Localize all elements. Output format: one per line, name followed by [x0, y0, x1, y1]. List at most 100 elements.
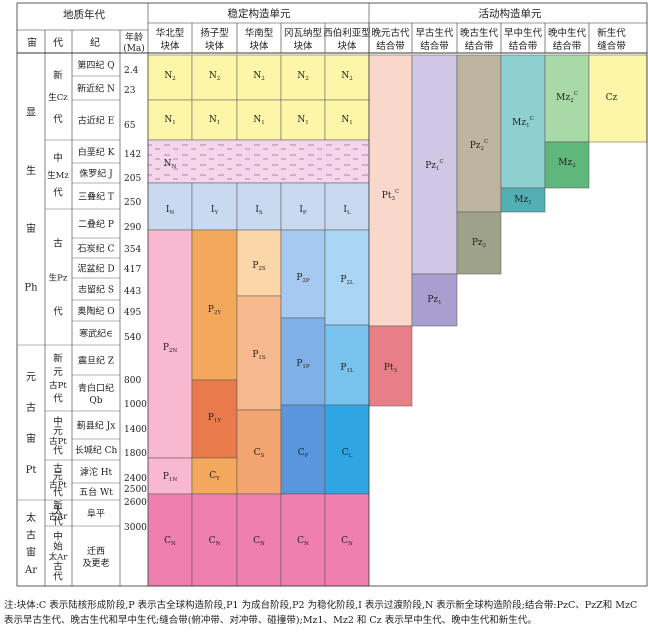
belt-header-line1: 早中生代 — [504, 27, 543, 39]
age-label: 495 — [124, 308, 141, 318]
belt-fill-mz2 — [544, 141, 590, 189]
belt-fill-pz1 — [411, 273, 458, 327]
era-label: 太 — [53, 505, 63, 517]
unit-label-sub: 1 — [436, 166, 440, 172]
era-label: 新 — [53, 69, 63, 81]
eon-label: 古 — [26, 528, 36, 541]
unit-label: P2S — [252, 261, 266, 272]
period-label: 泥盆纪 D — [77, 263, 114, 275]
unit-label-sub: 1N — [169, 477, 177, 483]
unit-label: N2 — [297, 71, 308, 82]
age-label: 800 — [124, 376, 141, 386]
age-label: 2.4 — [124, 66, 139, 76]
unit-label-sub: P — [303, 210, 307, 216]
period-label: 二叠纪 P — [78, 218, 114, 230]
unit-label-sub: 2 — [349, 76, 353, 82]
belt-fill-cz — [588, 54, 648, 143]
unit-label: IY — [211, 205, 219, 216]
unit-label-sub: 1 — [438, 300, 442, 306]
unit-label: P2Y — [208, 305, 222, 316]
unit-label: Pt3C — [382, 189, 399, 202]
geologic-time-column: 显生宙Ph元古宙Pt太古宙Ar新生Cz代中生Mz代古生Pz代新元古Pt代中元古P… — [24, 59, 147, 583]
belt-header-line2: 缝合带 — [597, 40, 626, 52]
age-label: 290 — [124, 223, 141, 233]
belt-header-line2: 结合带 — [509, 40, 538, 52]
age-unit-header: (Ma) — [123, 43, 145, 54]
era-label: 代 — [53, 572, 63, 583]
belt-fill-mz1 — [500, 187, 546, 213]
unit-label-sub: 3 — [391, 196, 395, 202]
unit-label-sub: 1 — [261, 120, 265, 126]
unit-label: N2 — [341, 71, 352, 82]
block-header-line1: 华北型 — [156, 27, 185, 39]
era-label: 生Mz — [47, 170, 69, 181]
unit-label-sub: 1 — [217, 120, 221, 126]
era-label: 代 — [53, 488, 63, 499]
unit-label: P1Y — [208, 413, 222, 424]
eon-label: 宙 — [26, 546, 36, 559]
age-label: 2400 — [124, 474, 147, 484]
period-label: 蓟县纪 Jx — [77, 420, 116, 432]
unit-label: IP — [299, 205, 307, 216]
age-label: 3000 — [124, 523, 147, 533]
belt-header-line2: 结合带 — [553, 40, 582, 52]
unit-label: Pz1 — [427, 295, 441, 306]
era-label: 古 — [53, 463, 63, 475]
belt-header-line1: 晚中生代 — [548, 27, 587, 39]
belt-header-line1: 晚古生代 — [460, 27, 499, 39]
unit-fill-archean — [191, 493, 238, 587]
unit-label-sup: C — [440, 159, 444, 165]
unit-label-sub: 2 — [172, 76, 176, 82]
unit-fill-n1 — [236, 99, 282, 141]
period-label: 滹沱 Ht — [80, 466, 113, 478]
unit-label-sub: 2 — [483, 243, 487, 249]
era-label: 新 — [53, 500, 63, 512]
period-label: 寒武纪∈ — [79, 328, 113, 340]
unit-label: Pz2C — [470, 139, 489, 152]
eon-label: Ph — [24, 283, 38, 294]
unit-label: Mz1 — [514, 195, 531, 206]
unit-fill-gw-c — [280, 404, 326, 495]
unit-label-sub: 2 — [481, 146, 485, 152]
unit-fill-nn — [147, 139, 370, 184]
unit-label: Cz — [606, 93, 618, 103]
unit-label: CP — [298, 448, 309, 459]
grid-lines — [16, 52, 648, 587]
unit-fill-i — [324, 182, 370, 231]
period-label: 青白口纪 — [78, 382, 114, 394]
era-label: 代 — [53, 516, 63, 527]
belt-header-line2: 结合带 — [376, 40, 405, 52]
era-label: 古Pt — [49, 380, 67, 391]
period-label-line2: 及更老 — [82, 557, 109, 569]
unit-label-sub: 2N — [169, 348, 177, 354]
block-header-line2: 块体 — [160, 40, 180, 52]
age-label: 443 — [124, 287, 141, 297]
unit-label-sub: 2 — [261, 76, 265, 82]
era-label: 元 — [53, 426, 63, 437]
unit-label: IN — [166, 205, 175, 216]
unit-label-sub: Y — [215, 476, 220, 482]
unit-label-sub: 1Y — [214, 418, 221, 424]
unit-fill-archean — [236, 493, 282, 587]
unit-label-sub: N — [172, 164, 177, 170]
unit-label-sub: 1L — [346, 368, 353, 374]
unit-label-sub: 2 — [572, 163, 576, 169]
period-label: 侏罗纪 J — [79, 168, 113, 180]
unit-fills — [147, 54, 648, 587]
period-label: 新近纪 N — [77, 83, 115, 95]
period-label: 古近纪 E — [78, 115, 114, 127]
unit-fill-sib-p2 — [324, 229, 370, 326]
unit-label-sub: N — [216, 541, 221, 547]
belt-fill-pt3c — [368, 54, 413, 327]
era-column-header: 代 — [53, 37, 63, 49]
era-label: 始 — [53, 541, 63, 553]
era-label: 元 — [53, 367, 63, 378]
active-units-header: 活动构造单元 — [479, 7, 542, 20]
unit-label-sub: S — [261, 453, 265, 459]
unit-label: P2P — [296, 273, 310, 284]
belt-fill-pz1c — [411, 54, 458, 275]
period-label: 长城纪 Ch — [75, 444, 118, 456]
unit-label-sub: N — [260, 541, 265, 547]
unit-label: NN — [164, 159, 177, 170]
unit-label: Mz2 — [558, 158, 575, 169]
